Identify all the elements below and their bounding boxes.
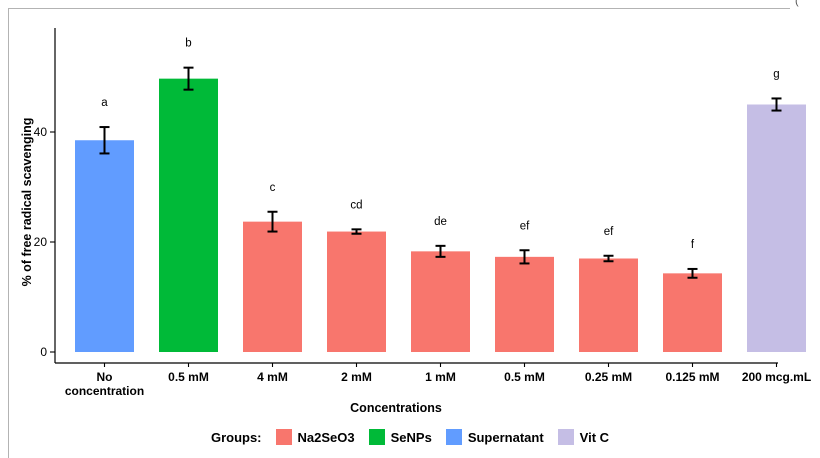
legend-item-na2seo3: Na2SeO3 — [275, 429, 355, 445]
bar — [75, 140, 134, 352]
bar — [495, 256, 554, 352]
corner-mark: ( — [795, 0, 799, 7]
x-tick-label: 0.125 mM — [665, 370, 719, 384]
significance-letter: c — [270, 182, 276, 194]
legend-swatch-supernatant — [445, 429, 462, 445]
legend-item-vit-c: Vit C — [557, 429, 610, 445]
x-tick-label: 4 mM — [257, 370, 288, 384]
significance-letter: f — [691, 239, 695, 251]
y-tick-label: 0 — [40, 345, 47, 359]
bar — [663, 273, 722, 352]
bar — [159, 78, 218, 353]
legend-label-vit-c: Vit C — [579, 429, 610, 445]
significance-letter: cd — [350, 199, 362, 211]
y-axis-title: % of free radical scavenging — [20, 118, 34, 287]
bar — [327, 231, 386, 352]
x-tick-label: 2 mM — [341, 370, 372, 384]
x-tick-label: 1 mM — [425, 370, 456, 384]
legend-label-supernatant: Supernatant — [467, 429, 544, 445]
bar — [411, 251, 470, 352]
plot-area: 0 20 40 a No concentration b 0.5 mM c 4 mM cd 2 mM d… — [34, 38, 812, 398]
legend: Groups: Na2SeO3 SeNPs Supernatant Vit C — [0, 425, 820, 449]
y-tick-label: 40 — [34, 125, 48, 139]
legend-title: Groups: — [210, 429, 262, 445]
bar — [579, 258, 638, 352]
legend-swatch-na2seo3 — [275, 429, 292, 445]
significance-letter: b — [185, 38, 191, 50]
x-tick-label: 200 mcg.mL — [742, 370, 811, 384]
bar — [243, 221, 302, 352]
legend-swatch-vit-c — [557, 429, 574, 445]
significance-letter: a — [101, 97, 108, 109]
legend-item-senps: SeNPs — [368, 429, 432, 445]
x-tick-label: No concentration — [65, 370, 144, 398]
legend-label-senps: SeNPs — [390, 429, 432, 445]
bar — [747, 104, 806, 352]
x-axis-title: Concentrations — [350, 401, 442, 415]
significance-letter: ef — [520, 220, 530, 232]
legend-swatch-senps — [368, 429, 385, 445]
y-tick-label: 20 — [34, 235, 48, 249]
significance-letter: de — [434, 216, 447, 228]
legend-item-supernatant: Supernatant — [445, 429, 544, 445]
x-tick-label: 0.5 mM — [504, 370, 545, 384]
significance-letter: g — [773, 68, 779, 80]
significance-letter: ef — [604, 226, 614, 238]
x-tick-label: 0.5 mM — [168, 370, 209, 384]
x-tick-label: 0.25 mM — [585, 370, 632, 384]
legend-label-na2seo3: Na2SeO3 — [297, 429, 355, 445]
